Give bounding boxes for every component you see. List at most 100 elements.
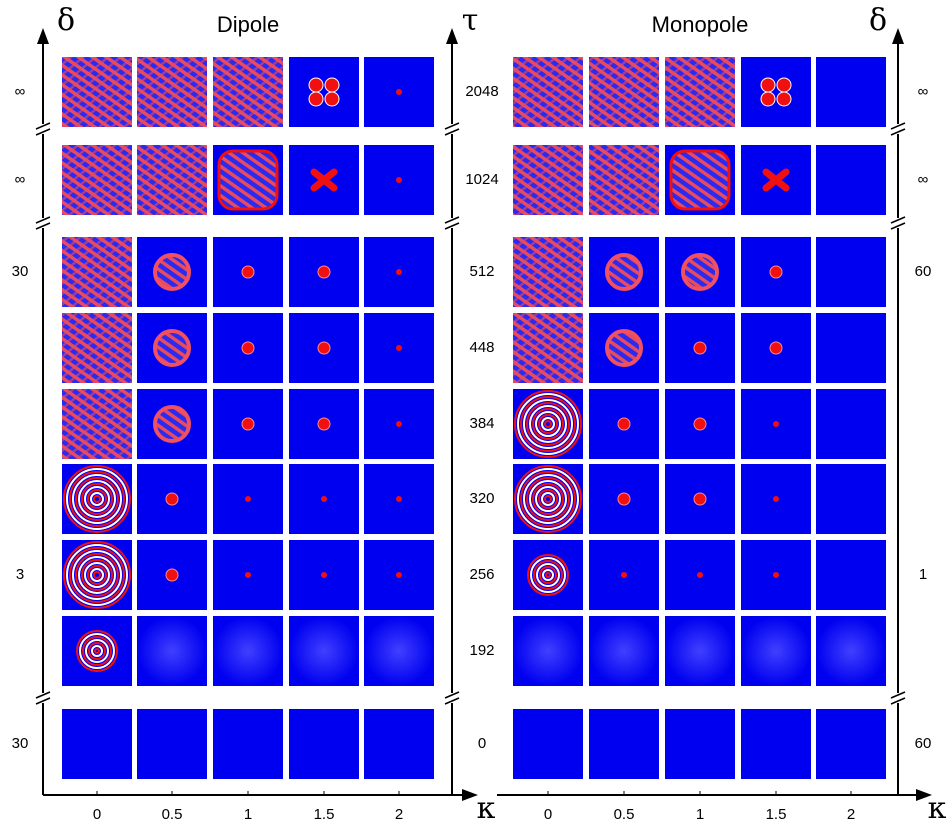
snapshot [62,709,132,779]
blob [325,92,339,106]
snapshot [62,464,132,534]
blob [309,78,323,92]
blob [396,345,402,351]
snapshot [364,464,434,534]
pattern [213,57,283,127]
snapshot [213,313,283,383]
arrow [462,789,478,801]
snapshot [665,464,735,534]
snapshot [741,616,811,686]
panel [816,709,886,779]
blob [618,418,630,430]
panel [665,616,735,686]
snapshot [589,464,659,534]
blob [694,418,706,430]
axis-label: κ [928,791,947,826]
snapshot [589,313,659,383]
snapshot [741,57,811,127]
kappa-tick-label: 0 [93,806,101,823]
snapshot [589,616,659,686]
snapshot [513,145,583,215]
panel [513,540,583,610]
delta-label: 30 [12,263,29,280]
blob [761,78,775,92]
snapshot [816,389,886,459]
panel [289,57,359,127]
tau-label: 256 [469,566,494,583]
snapshot [741,389,811,459]
snapshot [665,616,735,686]
snapshot [816,464,886,534]
panel [816,389,886,459]
panel [513,709,583,779]
blob [607,255,641,289]
pattern [513,57,583,127]
panel [289,616,359,686]
snapshot [816,57,886,127]
snapshot [816,540,886,610]
snapshot [665,145,735,215]
delta-label: ∞ [15,83,26,100]
snapshot [816,616,886,686]
snapshot [289,709,359,779]
snapshot [665,709,735,779]
kappa-tick-label: 0 [544,806,552,823]
blob [773,496,779,502]
pattern [62,313,132,383]
blob [245,572,251,578]
snapshot [665,57,735,127]
panel-title: Monopole [652,12,749,37]
blob [155,331,189,365]
blob [777,92,791,106]
snapshot [665,540,735,610]
blob [694,342,706,354]
snapshot [213,464,283,534]
snapshot [513,389,583,459]
tau-label: 0 [478,735,486,752]
blob [683,255,717,289]
blob [318,342,330,354]
snapshot [364,709,434,779]
snapshot [137,313,207,383]
panel [816,237,886,307]
blob [396,89,402,95]
snapshot [213,57,283,127]
delta-label: ∞ [15,171,26,188]
snapshot [513,709,583,779]
snapshot [137,616,207,686]
snapshot [513,57,583,127]
snapshot [513,237,583,307]
snapshot [62,57,132,127]
tau-label: 448 [469,339,494,356]
delta-label: 1 [919,566,927,583]
arrow [446,28,458,44]
pattern [137,57,207,127]
axis-label: κ [477,791,496,826]
panel [741,709,811,779]
blob [770,342,782,354]
blob [694,493,706,505]
snapshot [589,540,659,610]
snapshot [137,145,207,215]
panel [741,57,811,127]
blob [618,493,630,505]
snapshot [513,313,583,383]
snapshot [137,464,207,534]
blob [761,92,775,106]
panel [62,616,132,686]
blob [155,407,189,441]
kappa-tick-label: 1.5 [314,806,335,823]
snapshot [364,389,434,459]
panel [816,313,886,383]
snapshot [289,145,359,215]
blob [773,421,779,427]
panel [816,540,886,610]
snapshot [289,57,359,127]
page: δ τ δ κ κ Dipole Monopole 20481024512448… [0,0,948,826]
snapshot [137,709,207,779]
snapshot [213,145,283,215]
blob [770,266,782,278]
tau-label: 2048 [465,83,498,100]
snapshot [364,540,434,610]
blob [671,151,729,209]
